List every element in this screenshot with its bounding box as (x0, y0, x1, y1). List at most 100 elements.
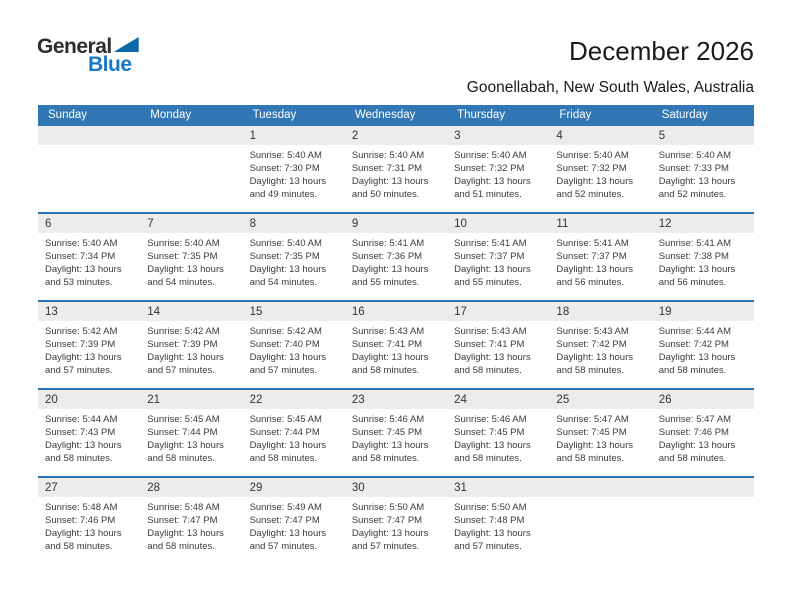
day-sun-info: Sunrise: 5:40 AM Sunset: 7:31 PM Daylight:… (345, 145, 447, 212)
day-number: 4 (549, 126, 652, 145)
day-sun-info: Sunrise: 5:40 AM Sunset: 7:32 PM Daylight:… (447, 145, 549, 212)
sunrise-line: Sunrise: 5:46 AM (351, 414, 425, 425)
weekday-header-label: Friday (559, 109, 592, 121)
daylight-minutes-line: and 58 minutes. (454, 365, 522, 376)
day-number: 2 (344, 126, 448, 145)
daylight-line: Daylight: 13 hours (351, 352, 429, 363)
day-sun-info: Sunrise: 5:48 AM Sunset: 7:47 PM Daylight:… (140, 497, 242, 564)
daylight-line: Daylight: 13 hours (658, 352, 736, 363)
sunrise-line: Sunrise: 5:41 AM (658, 238, 732, 249)
sunrise-line: Sunrise: 5:50 AM (351, 502, 425, 513)
daylight-minutes-line: and 56 minutes. (658, 277, 727, 288)
day-sun-info: Sunrise: 5:43 AM Sunset: 7:41 PM Daylight:… (345, 321, 447, 388)
sunset-line: Sunset: 7:44 PM (147, 427, 218, 438)
daylight-line: Daylight: 13 hours (351, 176, 429, 187)
day-sun-info: Sunrise: 5:45 AM Sunset: 7:44 PM Daylight:… (140, 409, 242, 476)
day-cell: 27 Sunrise: 5:48 AM Sunset: 7:46 PM Dayligh… (38, 478, 141, 564)
daylight-line: Daylight: 13 hours (351, 528, 429, 539)
day-number: 14 (140, 302, 243, 321)
day-number: 22 (242, 390, 345, 409)
daylight-line: Daylight: 13 hours (658, 264, 736, 275)
daylight-line: Daylight: 13 hours (249, 176, 327, 187)
sunset-line: Sunset: 7:39 PM (147, 339, 218, 350)
day-sun-info: Sunrise: 5:40 AM Sunset: 7:35 PM Daylight:… (140, 233, 242, 300)
sunrise-line: Sunrise: 5:40 AM (249, 238, 322, 249)
daylight-minutes-line: and 55 minutes. (351, 277, 420, 288)
sunset-line: Sunset: 7:41 PM (454, 339, 525, 350)
daylight-line: Daylight: 13 hours (556, 440, 634, 451)
sunset-line: Sunset: 7:45 PM (454, 427, 525, 438)
day-number: 9 (344, 214, 448, 233)
day-number: 6 (38, 214, 141, 233)
day-cell: 21 Sunrise: 5:45 AM Sunset: 7:44 PM Dayligh… (140, 390, 243, 476)
daylight-line: Daylight: 13 hours (249, 352, 327, 363)
weeks-container: 1 Sunrise: 5:40 AM Sunset: 7:30 PM Daylight… (38, 126, 754, 564)
day-cell: 14 Sunrise: 5:42 AM Sunset: 7:39 PM Dayligh… (140, 302, 243, 388)
day-cell: 19 Sunrise: 5:44 AM Sunset: 7:42 PM Dayligh… (651, 302, 754, 388)
day-sun-info: Sunrise: 5:41 AM Sunset: 7:38 PM Daylight:… (652, 233, 754, 300)
day-sun-info: Sunrise: 5:40 AM Sunset: 7:34 PM Daylight:… (38, 233, 140, 300)
week-row: 13 Sunrise: 5:42 AM Sunset: 7:39 PM Dayligh… (38, 300, 754, 388)
daylight-line: Daylight: 13 hours (351, 264, 429, 275)
sunset-line: Sunset: 7:33 PM (658, 163, 729, 174)
day-sun-info: Sunrise: 5:40 AM Sunset: 7:32 PM Daylight:… (549, 145, 651, 212)
weekday-header-label: Sunday (48, 109, 88, 121)
day-cell: 15 Sunrise: 5:42 AM Sunset: 7:40 PM Dayligh… (242, 302, 345, 388)
daylight-line: Daylight: 13 hours (45, 352, 122, 363)
day-number: 23 (344, 390, 448, 409)
sunset-line: Sunset: 7:42 PM (658, 339, 729, 350)
sunrise-line: Sunrise: 5:41 AM (556, 238, 629, 249)
weekday-header-label: Wednesday (354, 109, 416, 121)
sunrise-line: Sunrise: 5:40 AM (147, 238, 220, 249)
day-number: 28 (140, 478, 243, 497)
daylight-line: Daylight: 13 hours (454, 528, 531, 539)
daylight-minutes-line: and 58 minutes. (556, 453, 625, 464)
day-sun-info: Sunrise: 5:49 AM Sunset: 7:47 PM Daylight:… (243, 497, 345, 564)
day-number: 29 (242, 478, 345, 497)
day-number: 16 (344, 302, 448, 321)
day-number: 12 (651, 214, 754, 233)
day-cell-empty (140, 126, 243, 212)
daylight-minutes-line: and 57 minutes. (249, 541, 318, 552)
day-sun-info: Sunrise: 5:41 AM Sunset: 7:36 PM Daylight:… (345, 233, 447, 300)
daylight-minutes-line: and 58 minutes. (351, 453, 420, 464)
day-number: 5 (651, 126, 754, 145)
daylight-minutes-line: and 58 minutes. (249, 453, 318, 464)
daylight-line: Daylight: 13 hours (147, 352, 224, 363)
sunset-line: Sunset: 7:46 PM (658, 427, 729, 438)
sunset-line: Sunset: 7:40 PM (249, 339, 320, 350)
daylight-minutes-line: and 58 minutes. (45, 453, 113, 464)
daylight-line: Daylight: 13 hours (147, 528, 224, 539)
daylight-minutes-line: and 52 minutes. (658, 189, 727, 200)
daylight-minutes-line: and 57 minutes. (351, 541, 420, 552)
sunrise-line: Sunrise: 5:40 AM (351, 150, 425, 161)
day-sun-info: Sunrise: 5:41 AM Sunset: 7:37 PM Daylight:… (549, 233, 651, 300)
sunset-line: Sunset: 7:37 PM (556, 251, 627, 262)
sunrise-line: Sunrise: 5:44 AM (45, 414, 118, 425)
day-cell: 6 Sunrise: 5:40 AM Sunset: 7:34 PM Daylight… (38, 214, 141, 300)
sunset-line: Sunset: 7:32 PM (556, 163, 627, 174)
week-row: 6 Sunrise: 5:40 AM Sunset: 7:34 PM Daylight… (38, 212, 754, 300)
week-row: 1 Sunrise: 5:40 AM Sunset: 7:30 PM Daylight… (38, 126, 754, 212)
sunset-line: Sunset: 7:42 PM (556, 339, 627, 350)
daylight-minutes-line: and 58 minutes. (658, 365, 727, 376)
sunrise-line: Sunrise: 5:41 AM (351, 238, 425, 249)
sunrise-line: Sunrise: 5:42 AM (249, 326, 322, 337)
sunrise-line: Sunrise: 5:40 AM (249, 150, 322, 161)
daylight-line: Daylight: 13 hours (45, 264, 122, 275)
day-cell: 23 Sunrise: 5:46 AM Sunset: 7:45 PM Dayligh… (344, 390, 448, 476)
day-sun-info: Sunrise: 5:43 AM Sunset: 7:42 PM Daylight:… (549, 321, 651, 388)
weekday-header-label: Monday (150, 109, 192, 121)
sunrise-line: Sunrise: 5:47 AM (658, 414, 732, 425)
day-sun-info: Sunrise: 5:43 AM Sunset: 7:41 PM Daylight:… (447, 321, 549, 388)
sunset-line: Sunset: 7:34 PM (45, 251, 116, 262)
day-sun-info: Sunrise: 5:45 AM Sunset: 7:44 PM Daylight:… (243, 409, 345, 476)
daylight-minutes-line: and 54 minutes. (249, 277, 318, 288)
day-cell: 26 Sunrise: 5:47 AM Sunset: 7:46 PM Dayligh… (651, 390, 754, 476)
sunrise-line: Sunrise: 5:50 AM (454, 502, 527, 513)
day-sun-info: Sunrise: 5:44 AM Sunset: 7:42 PM Daylight:… (652, 321, 754, 388)
day-number: 7 (140, 214, 243, 233)
daylight-line: Daylight: 13 hours (658, 176, 736, 187)
daylight-minutes-line: and 49 minutes. (249, 189, 318, 200)
weekday-header-row: Sunday Monday Tuesday Wednesday Thursday Frid… (38, 105, 754, 126)
